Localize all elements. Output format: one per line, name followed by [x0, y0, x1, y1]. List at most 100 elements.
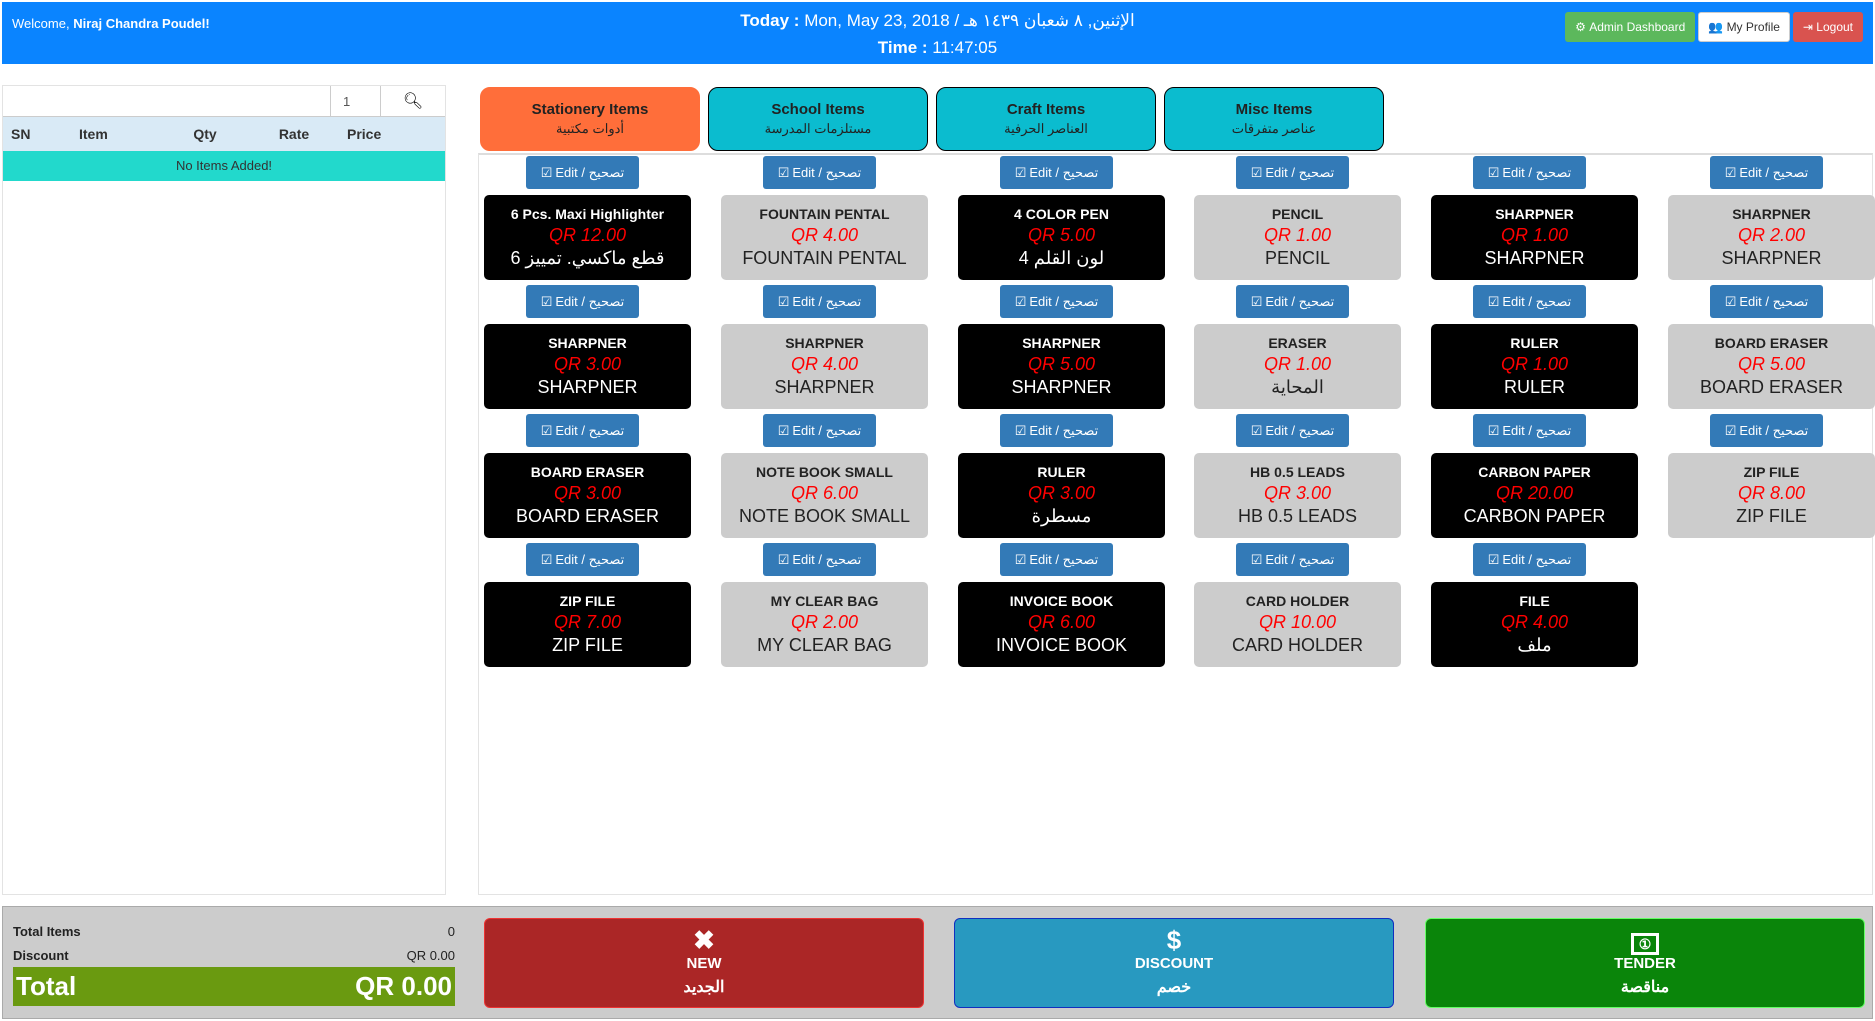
edit-product-button[interactable]: ☑ Edit / تصحيح: [1236, 414, 1349, 447]
product-card[interactable]: SHARPNER QR 4.00 SHARPNER: [721, 324, 928, 409]
product-price: QR 1.00: [1263, 225, 1332, 245]
col-sn: SN: [11, 126, 31, 142]
product-card[interactable]: SHARPNER QR 1.00 SHARPNER: [1431, 195, 1638, 280]
product-card[interactable]: RULER QR 3.00 مسطرة: [958, 453, 1165, 538]
edit-product-button[interactable]: ☑ Edit / تصحيح: [526, 285, 639, 318]
product-card[interactable]: RULER QR 1.00 RULER: [1431, 324, 1638, 409]
edit-label: Edit / تصحيح: [1029, 164, 1099, 180]
product-name: SHARPNER: [1495, 206, 1574, 222]
edit-product-button[interactable]: ☑ Edit / تصحيح: [1473, 285, 1586, 318]
product-card[interactable]: MY CLEAR BAG QR 2.00 MY CLEAR BAG: [721, 582, 928, 667]
category-tab[interactable]: Misc Items عناصر متفرقات: [1164, 87, 1384, 151]
search-button[interactable]: 🔍︎: [381, 86, 445, 116]
cart-table-header: SN Item Qty Rate Price: [3, 117, 445, 151]
quantity-input[interactable]: 1: [331, 86, 381, 116]
edit-product-button[interactable]: ☑ Edit / تصحيح: [763, 285, 876, 318]
product-alt-name: BOARD ERASER: [1699, 377, 1844, 397]
edit-product-button[interactable]: ☑ Edit / تصحيح: [1000, 156, 1113, 189]
admin-dashboard-button[interactable]: ⚙ Admin Dashboard: [1565, 12, 1696, 42]
product-card[interactable]: BOARD ERASER QR 5.00 BOARD ERASER: [1668, 324, 1875, 409]
discount-value: QR 0.00: [406, 947, 455, 963]
category-tab[interactable]: Stationery Items أدوات مكتبية: [480, 87, 700, 151]
edit-label: Edit / تصحيح: [1502, 422, 1572, 438]
item-search-input[interactable]: [3, 86, 331, 116]
edit-product-button[interactable]: ☑ Edit / تصحيح: [763, 414, 876, 447]
logout-icon: ⇥: [1802, 20, 1817, 34]
product-alt-name: SHARPNER: [1011, 377, 1112, 397]
edit-icon: ☑: [1014, 164, 1027, 180]
edit-label: Edit / تصحيح: [555, 551, 625, 567]
col-price: Price: [347, 126, 382, 142]
edit-product-button[interactable]: ☑ Edit / تصحيح: [763, 156, 876, 189]
edit-icon: ☑: [1250, 164, 1263, 180]
tender-label: TENDER: [1614, 955, 1676, 972]
edit-product-button[interactable]: ☑ Edit / تصحيح: [1236, 156, 1349, 189]
product-card[interactable]: ERASER QR 1.00 المحاية: [1194, 324, 1401, 409]
edit-product-button[interactable]: ☑ Edit / تصحيح: [1710, 156, 1823, 189]
product-card[interactable]: SHARPNER QR 3.00 SHARPNER: [484, 324, 691, 409]
edit-product-button[interactable]: ☑ Edit / تصحيح: [1236, 543, 1349, 576]
my-profile-button[interactable]: 👥 My Profile: [1698, 12, 1790, 42]
product-card[interactable]: 6 Pcs. Maxi Highlighter QR 12.00 6 قطع ماك…: [484, 195, 691, 280]
product-card[interactable]: ZIP FILE QR 8.00 ZIP FILE: [1668, 453, 1875, 538]
tab-label-ar: العناصر الحرفية: [1004, 121, 1088, 136]
edit-icon: ☑: [1250, 422, 1263, 438]
edit-product-button[interactable]: ☑ Edit / تصحيح: [1473, 156, 1586, 189]
product-card[interactable]: HB 0.5 LEADS QR 3.00 HB 0.5 LEADS: [1194, 453, 1401, 538]
discount-label-ar: خصم: [1156, 979, 1192, 996]
edit-label: Edit / تصحيح: [1502, 164, 1572, 180]
product-price: QR 5.00: [1027, 354, 1096, 374]
product-card[interactable]: BOARD ERASER QR 3.00 BOARD ERASER: [484, 453, 691, 538]
product-name: INVOICE BOOK: [1009, 593, 1114, 609]
product-name: MY CLEAR BAG: [770, 593, 879, 609]
product-name: 4 COLOR PEN: [1014, 206, 1109, 222]
discount-button[interactable]: $ DISCOUNT خصم: [954, 918, 1394, 1008]
product-card[interactable]: CARD HOLDER QR 10.00 CARD HOLDER: [1194, 582, 1401, 667]
product-card[interactable]: ZIP FILE QR 7.00 ZIP FILE: [484, 582, 691, 667]
edit-product-button[interactable]: ☑ Edit / تصحيح: [1473, 543, 1586, 576]
edit-icon: ☑: [540, 422, 553, 438]
product-name: SHARPNER: [548, 335, 627, 351]
dashboard-icon: ⚙: [1575, 20, 1590, 34]
product-card[interactable]: NOTE BOOK SMALL QR 6.00 NOTE BOOK SMALL: [721, 453, 928, 538]
edit-product-button[interactable]: ☑ Edit / تصحيح: [763, 543, 876, 576]
product-alt-name: MY CLEAR BAG: [757, 635, 892, 655]
product-card[interactable]: FILE QR 4.00 ملف: [1431, 582, 1638, 667]
product-alt-name: ملف: [1517, 635, 1552, 655]
edit-label: Edit / تصحيح: [792, 164, 862, 180]
product-name: ERASER: [1268, 335, 1327, 351]
product-price: QR 3.00: [1027, 483, 1096, 503]
edit-icon: ☑: [540, 164, 553, 180]
product-price: QR 10.00: [1258, 612, 1337, 632]
edit-product-button[interactable]: ☑ Edit / تصحيح: [1473, 414, 1586, 447]
product-name: ZIP FILE: [559, 593, 616, 609]
time-display: Time : 11:47:05: [2, 38, 1873, 58]
total-items-value: 0: [447, 923, 455, 939]
product-card[interactable]: SHARPNER QR 2.00 SHARPNER: [1668, 195, 1875, 280]
category-tab[interactable]: Craft Items العناصر الحرفية: [936, 87, 1156, 151]
product-card[interactable]: FOUNTAIN PENTAL QR 4.00 FOUNTAIN PENTAL: [721, 195, 928, 280]
product-card[interactable]: SHARPNER QR 5.00 SHARPNER: [958, 324, 1165, 409]
product-price: QR 4.00: [790, 225, 859, 245]
product-card[interactable]: CARBON PAPER QR 20.00 CARBON PAPER: [1431, 453, 1638, 538]
edit-product-button[interactable]: ☑ Edit / تصحيح: [1000, 285, 1113, 318]
edit-label: Edit / تصحيح: [555, 422, 625, 438]
logout-button[interactable]: ⇥ Logout: [1792, 12, 1863, 42]
edit-product-button[interactable]: ☑ Edit / تصحيح: [526, 414, 639, 447]
category-tab[interactable]: School Items مستلزمات المدرسة: [708, 87, 928, 151]
new-button[interactable]: ✖ NEW الجديد: [484, 918, 924, 1008]
product-card[interactable]: INVOICE BOOK QR 6.00 INVOICE BOOK: [958, 582, 1165, 667]
tender-button[interactable]: ① TENDER مناقصة: [1425, 918, 1865, 1008]
product-card[interactable]: 4 COLOR PEN QR 5.00 4 لون القلم: [958, 195, 1165, 280]
product-card[interactable]: PENCIL QR 1.00 PENCIL: [1194, 195, 1401, 280]
edit-product-button[interactable]: ☑ Edit / تصحيح: [1000, 543, 1113, 576]
tab-label-ar: مستلزمات المدرسة: [764, 121, 872, 136]
edit-product-button[interactable]: ☑ Edit / تصحيح: [1710, 414, 1823, 447]
edit-product-button[interactable]: ☑ Edit / تصحيح: [526, 156, 639, 189]
product-price: QR 6.00: [1027, 612, 1096, 632]
edit-product-button[interactable]: ☑ Edit / تصحيح: [1710, 285, 1823, 318]
welcome-prefix: Welcome,: [12, 16, 70, 31]
edit-product-button[interactable]: ☑ Edit / تصحيح: [526, 543, 639, 576]
edit-product-button[interactable]: ☑ Edit / تصحيح: [1236, 285, 1349, 318]
edit-product-button[interactable]: ☑ Edit / تصحيح: [1000, 414, 1113, 447]
